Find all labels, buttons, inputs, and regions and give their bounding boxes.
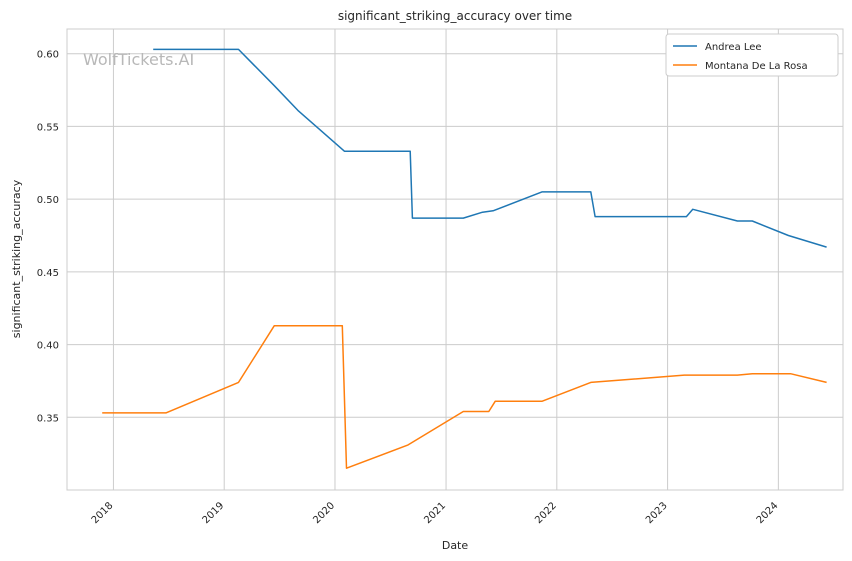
series-line-0	[153, 48, 827, 248]
chart-title: significant_striking_accuracy over time	[338, 9, 572, 23]
legend-box	[665, 33, 839, 77]
series-line-1	[102, 324, 827, 469]
x-tick-label: 2022	[533, 500, 559, 526]
watermark: WolfTickets.AI	[83, 50, 194, 69]
series-group	[102, 48, 827, 469]
y-tick-label: 0.60	[37, 50, 59, 61]
y-tick-label: 0.35	[37, 413, 59, 424]
plot-frame	[66, 28, 844, 491]
y-tick-label: 0.55	[37, 122, 59, 133]
y-tick-label: 0.50	[37, 195, 59, 206]
y-tick-label: 0.45	[37, 268, 59, 279]
y-tick-label: 0.40	[37, 341, 59, 352]
x-axis-label: Date	[442, 539, 469, 552]
y-axis-ticks: 0.35 0.40 0.45 0.50 0.55 0.60	[37, 50, 59, 425]
grid	[67, 29, 843, 490]
legend-label: Andrea Lee	[705, 42, 762, 53]
x-tick-label: 2021	[422, 500, 448, 526]
x-tick-label: 2024	[755, 500, 781, 526]
x-tick-label: 2023	[644, 500, 670, 526]
x-tick-label: 2018	[90, 500, 116, 526]
y-axis-label: significant_striking_accuracy	[10, 179, 23, 338]
x-tick-label: 2019	[201, 500, 227, 526]
x-axis-ticks: 2018 2019 2020 2021 2022 2023 2024	[90, 500, 781, 526]
legend-label: Montana De La Rosa	[705, 61, 808, 72]
x-tick-label: 2020	[311, 500, 337, 526]
legend: Andrea Lee Montana De La Rosa	[665, 33, 839, 77]
